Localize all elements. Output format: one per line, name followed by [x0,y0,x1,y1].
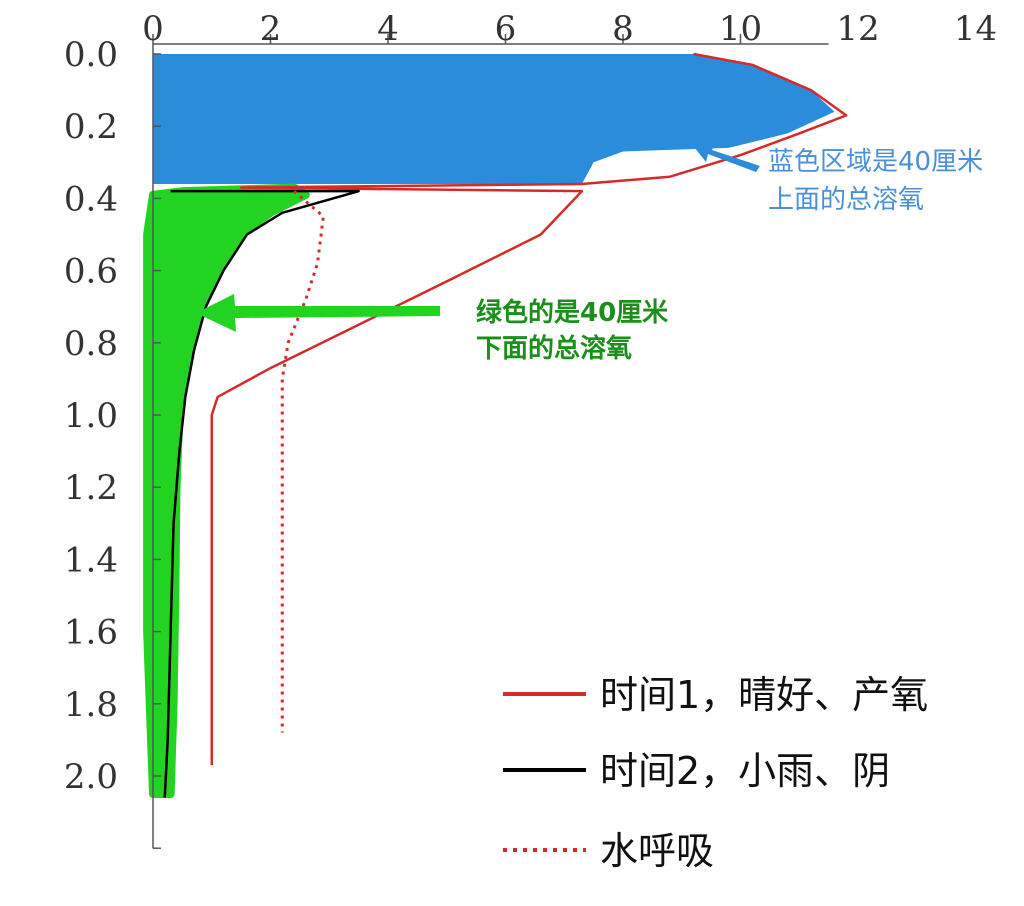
x-tick-label: 6 [495,9,517,49]
y-tick-label: 0.8 [64,324,118,364]
y-tick-label: 1.4 [64,540,118,580]
series-line-1 [210,52,848,766]
series-lines [163,52,848,798]
blue-annotation-line: 上面的总溶氧 [768,185,924,215]
y-tick-label: 1.2 [64,468,118,508]
x-ticks: 024681012141 [142,9,997,49]
y-tick-label: 0.0 [64,35,118,75]
x-tick-label: 14 [954,9,997,49]
blue-annotation: 蓝色区域是40厘米 上面的总溶氧 [768,147,991,215]
y-tick-label: 1.0 [64,396,118,436]
green-arrow-icon [196,294,440,332]
x-tick-label: 0 [142,9,164,49]
y-tick-label: 2.0 [64,757,118,797]
y-tick-label: 1.8 [64,685,118,725]
green-region [143,183,310,799]
x-tick-label: 4 [377,9,399,49]
y-ticks: 0.0 0.2 0.4 0.6 0.8 1.0 1.2 1.4 1.6 1.8 2.0 [64,35,161,849]
blue-annotation-line: 蓝色区域是40厘米 [768,147,983,177]
x-tick-label: 8 [612,9,634,49]
blue-arrow-icon [690,140,760,172]
annotations: 蓝色区域是40厘米 上面的总溶氧 绿色的是40厘米 下面的总溶氧 [196,140,991,364]
x-tick-label: 12 [836,9,879,49]
legend-label: 时间1，晴好、产氧 [600,673,928,717]
axes: 024681012141 0.00.20.40.60.81.01.21.41.6… [64,9,997,849]
highlight-regions [143,54,835,799]
y-tick-label: 0.4 [64,179,118,219]
series-line-2 [163,189,360,798]
legend: 时间1，晴好、产氧 时间2，小雨、阴 水呼吸 [503,673,928,873]
x-tick-label: 10 [719,9,762,49]
y-tick-label: 1.6 [64,613,118,653]
green-annotation-line: 绿色的是40厘米 [476,297,668,328]
green-annotation-line: 下面的总溶氧 [476,333,632,364]
legend-label: 水呼吸 [600,829,714,873]
y-tick-label: 0.2 [64,107,118,147]
legend-label: 时间2，小雨、阴 [600,749,890,793]
blue-region [153,54,835,184]
x-tick-label: 2 [260,9,282,49]
series-line-3 [280,190,325,733]
green-annotation: 绿色的是40厘米 下面的总溶氧 [476,297,677,364]
y-tick-label: 0.6 [64,252,118,292]
